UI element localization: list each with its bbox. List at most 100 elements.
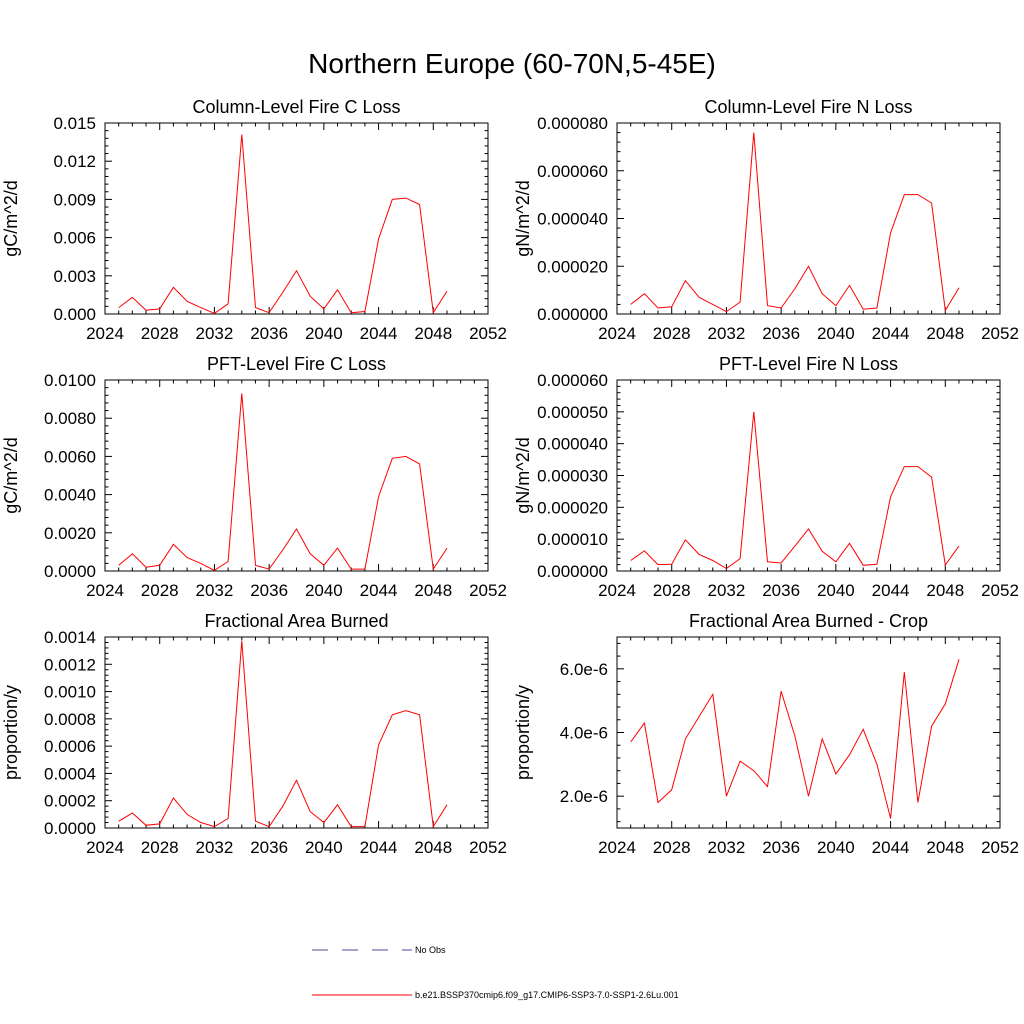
plot-frame — [104, 379, 489, 572]
chart-panel-3: 2024 2028 2032 2036 2040 2044 2048 2052 0.0000 0.… — [1, 354, 507, 600]
x-tick-label: 2036 — [762, 581, 800, 600]
x-tick-label: 2028 — [653, 324, 691, 343]
series-line-1 — [630, 659, 960, 819]
x-tick-label: 2024 — [86, 324, 124, 343]
x-tick-label: 2044 — [360, 324, 398, 343]
x-tick-label: 2036 — [250, 838, 288, 857]
x-tick-label: 2024 — [86, 581, 124, 600]
y-tick-label: 0.000020 — [537, 257, 608, 276]
y-tick-label: 0.006 — [53, 229, 96, 248]
x-tick-label: 2032 — [708, 838, 746, 857]
y-tick-label: 0.0006 — [44, 737, 96, 756]
y-axis-label: gC/m^2/d — [1, 180, 21, 256]
x-tick-label: 2032 — [196, 581, 234, 600]
x-tick-label: 2048 — [926, 838, 964, 857]
y-tick-label: 0.000010 — [537, 530, 608, 549]
x-tick-label: 2028 — [141, 581, 179, 600]
x-tick-label: 2036 — [762, 324, 800, 343]
y-tick-label: 0.0040 — [44, 486, 96, 505]
x-tick-label: 2040 — [305, 838, 343, 857]
panel-title: Column-Level Fire C Loss — [192, 97, 400, 117]
x-tick-label: 2040 — [817, 838, 855, 857]
y-tick-label: 0.0100 — [44, 371, 96, 390]
y-tick-label: 0.003 — [53, 267, 96, 286]
plot-frame — [616, 379, 1001, 572]
x-tick-label: 2040 — [817, 324, 855, 343]
legend-label-no-obs: No Obs — [415, 945, 446, 955]
x-tick-label: 2028 — [141, 838, 179, 857]
x-tick-label: 2028 — [653, 838, 691, 857]
series-line-1 — [118, 641, 448, 829]
y-tick-label: 0.0012 — [44, 655, 96, 674]
x-tick-label: 2044 — [872, 324, 910, 343]
panel-title: Fractional Area Burned — [204, 611, 388, 631]
y-tick-label: 6.0e-6 — [560, 660, 608, 679]
x-tick-label: 2036 — [250, 581, 288, 600]
y-tick-label: 4.0e-6 — [560, 724, 608, 743]
x-tick-label: 2052 — [981, 838, 1019, 857]
x-tick-label: 2040 — [305, 324, 343, 343]
y-tick-label: 0.0008 — [44, 710, 96, 729]
y-tick-label: 0.000080 — [537, 114, 608, 133]
chart-panel-4: 2024 2028 2032 2036 2040 2044 2048 2052 0.000000… — [513, 354, 1019, 600]
y-tick-label: 0.0080 — [44, 409, 96, 428]
x-tick-label: 2052 — [469, 324, 507, 343]
y-tick-label: 0.0060 — [44, 447, 96, 466]
series-line-1 — [630, 411, 960, 570]
y-axis-label: gN/m^2/d — [513, 437, 533, 513]
x-tick-label: 2028 — [653, 581, 691, 600]
y-axis-label: proportion/y — [513, 685, 533, 780]
panel-title: Column-Level Fire N Loss — [704, 97, 912, 117]
x-tick-label: 2048 — [926, 324, 964, 343]
panel-title: PFT-Level Fire C Loss — [207, 354, 386, 374]
y-tick-label: 0.000020 — [537, 498, 608, 517]
x-tick-label: 2052 — [469, 581, 507, 600]
x-tick-label: 2040 — [817, 581, 855, 600]
x-tick-label: 2036 — [250, 324, 288, 343]
series-line-1 — [630, 132, 960, 313]
x-tick-label: 2052 — [981, 581, 1019, 600]
chart-panel-1: 2024 2028 2032 2036 2040 2044 2048 2052 0.000 0.0… — [1, 97, 507, 343]
x-tick-label: 2048 — [926, 581, 964, 600]
x-tick-label: 2024 — [86, 838, 124, 857]
y-tick-label: 0.000050 — [537, 403, 608, 422]
x-tick-label: 2024 — [598, 324, 636, 343]
plot-frame — [104, 122, 489, 315]
y-tick-label: 0.015 — [53, 114, 96, 133]
x-tick-label: 2048 — [414, 838, 452, 857]
y-tick-label: 0.000060 — [537, 371, 608, 390]
legend: No Obs b.e21.BSSP370cmip6.f09_g17.CMIP6-… — [312, 945, 679, 1000]
y-tick-label: 2.0e-6 — [560, 787, 608, 806]
x-tick-label: 2044 — [872, 838, 910, 857]
y-tick-label: 0.0014 — [44, 628, 96, 647]
x-tick-label: 2044 — [872, 581, 910, 600]
y-tick-label: 0.000030 — [537, 467, 608, 486]
y-tick-label: 0.0004 — [44, 764, 96, 783]
x-tick-label: 2044 — [360, 581, 398, 600]
y-tick-label: 0.000000 — [537, 562, 608, 581]
y-tick-label: 0.009 — [53, 190, 96, 209]
plot-frame — [104, 636, 489, 829]
y-tick-label: 0.0020 — [44, 524, 96, 543]
y-tick-label: 0.000 — [53, 305, 96, 324]
chart-panel-2: 2024 2028 2032 2036 2040 2044 2048 2052 0.000000… — [513, 97, 1019, 343]
panel-title: PFT-Level Fire N Loss — [719, 354, 898, 374]
panel-title: Fractional Area Burned - Crop — [689, 611, 928, 631]
y-tick-label: 0.0000 — [44, 562, 96, 581]
figure-title: Northern Europe (60-70N,5-45E) — [308, 48, 716, 79]
y-tick-label: 0.0010 — [44, 683, 96, 702]
legend-label-model: b.e21.BSSP370cmip6.f09_g17.CMIP6-SSP3-7.… — [415, 990, 679, 1000]
x-tick-label: 2032 — [196, 838, 234, 857]
x-tick-label: 2024 — [598, 838, 636, 857]
chart-panel-6: 2024 2028 2032 2036 2040 2044 2048 2052 2.0e-6 4.… — [513, 611, 1019, 857]
y-tick-label: 0.000000 — [537, 305, 608, 324]
panels-group: 2024 2028 2032 2036 2040 2044 2048 2052 0.000 0.0… — [1, 97, 1019, 857]
x-tick-label: 2032 — [708, 581, 746, 600]
series-line-1 — [118, 134, 448, 315]
y-axis-label: gN/m^2/d — [513, 180, 533, 256]
y-tick-label: 0.0000 — [44, 819, 96, 838]
y-tick-label: 0.000040 — [537, 435, 608, 454]
y-axis-label: gC/m^2/d — [1, 437, 21, 513]
chart-panel-5: 2024 2028 2032 2036 2040 2044 2048 2052 0.0000 0.… — [1, 611, 507, 857]
